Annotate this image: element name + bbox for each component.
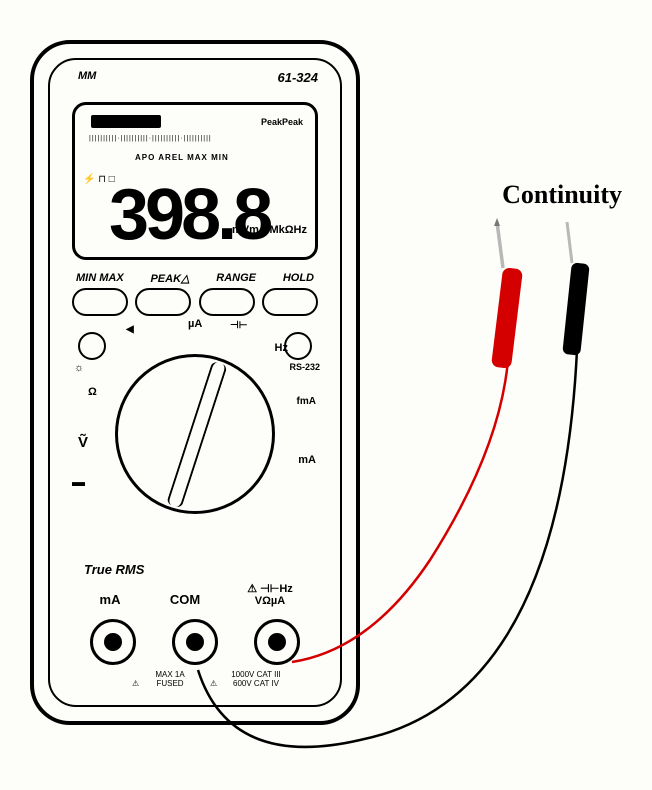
- backlight-button[interactable]: [78, 332, 106, 360]
- model-label: 61-324: [278, 70, 318, 85]
- jack-vohm[interactable]: [254, 619, 300, 665]
- display-peak-label: PeakPeak: [261, 117, 303, 127]
- rs232-button[interactable]: [284, 332, 312, 360]
- backlight-icon: ☼: [74, 362, 84, 374]
- rotary-dial[interactable]: [115, 354, 275, 514]
- display-units: mVmA MkΩHz: [232, 224, 307, 237]
- lcd-display: PeakPeak ||||||||||·||||||||||·|||||||||…: [72, 102, 318, 260]
- jack-labels-row: mA COM ⚠ ⊣⊢Hz VΩµA: [80, 582, 310, 607]
- warn1-icon: ⚠: [132, 680, 139, 689]
- caption-label: Continuity: [502, 180, 622, 210]
- dial-diode-label: ◀: [126, 324, 134, 335]
- jack-vohm-label: VΩµA: [230, 595, 310, 607]
- display-mode-labels: APO AREL MAX MIN: [135, 153, 229, 162]
- dial-fma-label: fmA: [297, 396, 316, 407]
- range-button[interactable]: [199, 288, 255, 316]
- btn-label-range: RANGE: [216, 272, 256, 285]
- jack-com[interactable]: [172, 619, 218, 665]
- hold-button[interactable]: [262, 288, 318, 316]
- jack-row: [72, 619, 318, 665]
- black-probe-tip: [567, 222, 572, 263]
- red-probe-body: [491, 267, 523, 369]
- button-row: [72, 288, 318, 316]
- jack-vohm-toplabel: ⚠ ⊣⊢Hz: [230, 582, 310, 595]
- fused-label: MAX 1A FUSED: [150, 671, 190, 689]
- peak-button[interactable]: [135, 288, 191, 316]
- dial-area: ☼ RS-232 Ω Ṽ ◀ µA ⊣⊢ Hz fmA mA ▬: [70, 324, 320, 544]
- cat-label: 1000V CAT III 600V CAT IV: [226, 671, 286, 689]
- jack-ma-label: mA: [80, 592, 140, 607]
- minmax-button[interactable]: [72, 288, 128, 316]
- jack-com-label: COM: [155, 592, 215, 607]
- meter-inner-outline: MM 61-324 PeakPeak ||||||||||·||||||||||…: [48, 58, 342, 707]
- dial-cap-label: ⊣⊢: [230, 320, 247, 331]
- red-probe-tip-point: [494, 218, 500, 226]
- dial-vac-label: Ṽ: [78, 434, 88, 451]
- multimeter-body: MM 61-324 PeakPeak ||||||||||·||||||||||…: [30, 40, 360, 725]
- rs232-label: RS-232: [289, 362, 320, 372]
- true-rms-label: True RMS: [84, 562, 144, 577]
- button-labels-row: MIN MAX PEAK△ RANGE HOLD: [76, 272, 314, 285]
- display-analog-bar: ||||||||||·||||||||||·||||||||||·|||||||…: [89, 135, 301, 153]
- brand-label: MM: [78, 70, 96, 82]
- black-probe-body: [562, 262, 590, 355]
- display-indicator-bar: [91, 115, 161, 128]
- btn-label-minmax: MIN MAX: [76, 272, 124, 285]
- dial-ma-label: mA: [298, 454, 316, 466]
- red-probe-tip: [497, 222, 503, 268]
- warn2-icon: ⚠: [210, 680, 217, 689]
- display-reading: 398.8: [109, 179, 269, 251]
- dial-hz-label: Hz: [275, 342, 288, 354]
- jack-ma[interactable]: [90, 619, 136, 665]
- btn-label-peak: PEAK△: [150, 272, 189, 285]
- btn-label-hold: HOLD: [283, 272, 314, 285]
- dial-ua-label: µA: [188, 318, 202, 330]
- dial-pointer: [166, 361, 224, 507]
- dial-off-box: ▬: [72, 474, 85, 489]
- dial-ohm-label: Ω: [88, 386, 97, 398]
